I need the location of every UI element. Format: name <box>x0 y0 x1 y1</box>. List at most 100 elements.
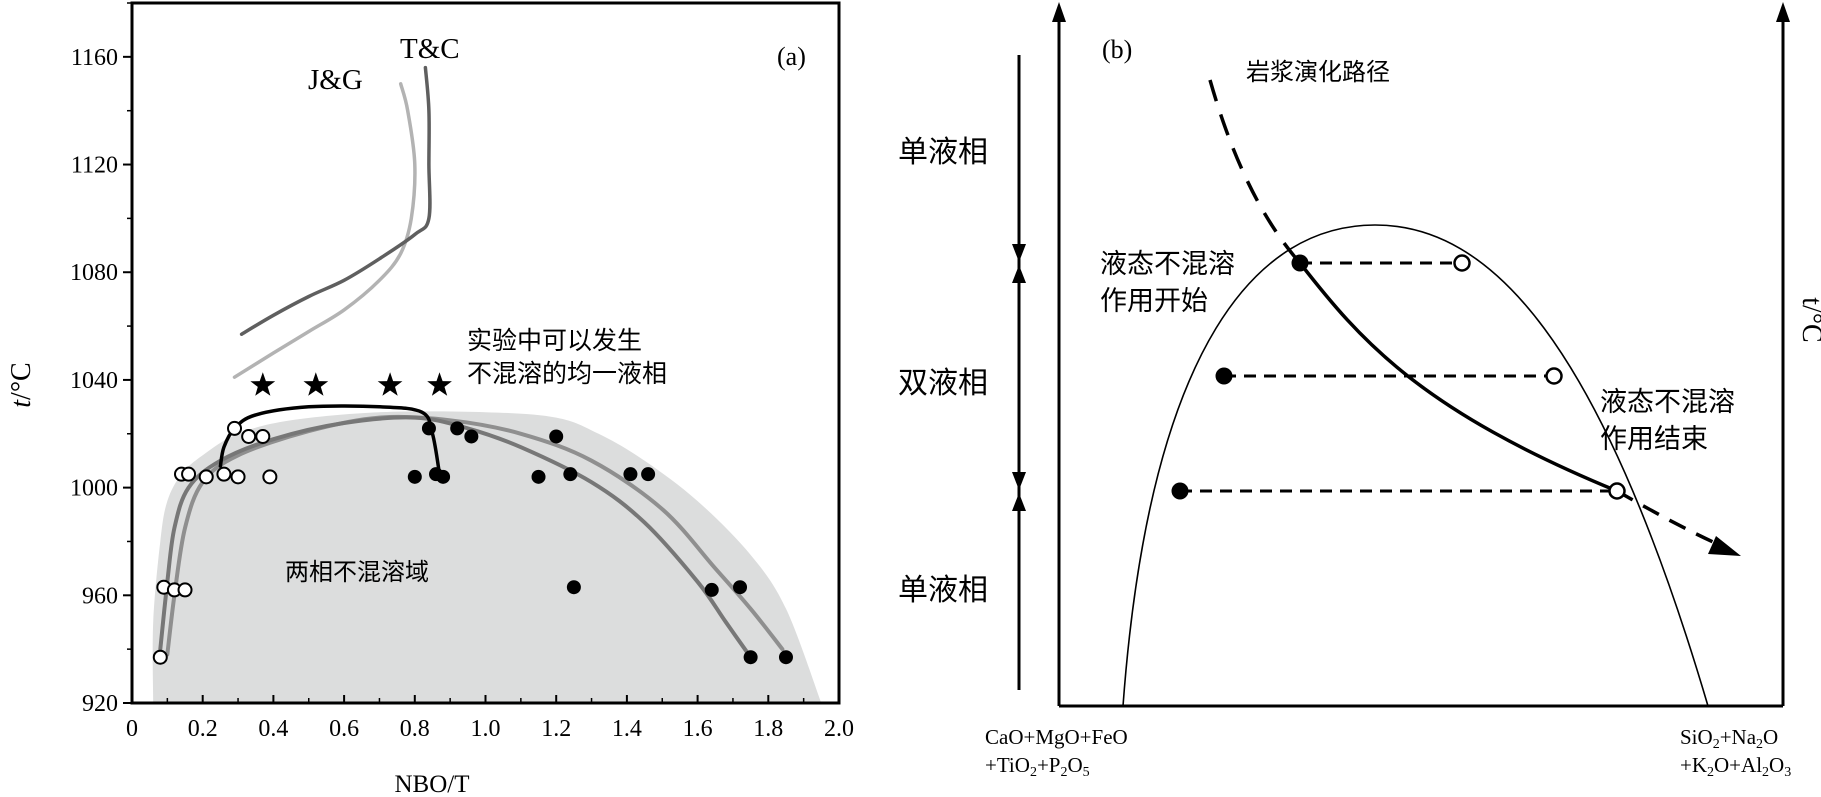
filled-point-6 <box>531 469 546 484</box>
phase-arrow-up-2 <box>1012 493 1026 511</box>
x-left-l2-p3: 2 <box>1060 765 1067 780</box>
x-left-l2-p5: 5 <box>1083 765 1090 780</box>
left-axis-arrowhead <box>1052 2 1066 22</box>
filled-point-8 <box>563 467 578 482</box>
y-tick-label-1: 960 <box>82 583 118 609</box>
star-marker-1 <box>303 372 329 396</box>
x-tick-label-1: 0.2 <box>188 716 218 742</box>
phase-arrow-down-1 <box>1012 244 1026 262</box>
open-point-10 <box>227 420 243 436</box>
filled-point-13 <box>733 580 748 595</box>
y-axis-ticks: 920 960 1000 1040 1080 1120 1160 <box>70 2 132 717</box>
magma-path-dashed-upper <box>1208 79 1302 265</box>
star-label-line2: 不混溶的均一液相 <box>467 359 667 388</box>
panel-label-b: (b) <box>1102 35 1132 64</box>
start-label-line1: 液态不混溶 <box>1100 249 1235 280</box>
x-tick-label-4: 0.8 <box>400 716 430 742</box>
filled-point-0 <box>407 469 422 484</box>
filled-point-14 <box>743 650 758 665</box>
jg-curve <box>232 82 417 379</box>
magma-path-label: 岩浆演化路径 <box>1246 58 1390 86</box>
phase-label-double: 双液相 <box>898 366 988 401</box>
phase-arrow-up-1 <box>1012 265 1026 283</box>
filled-point-5 <box>464 429 479 444</box>
x-left-l2-p2: +P <box>1037 753 1061 777</box>
x-right-l2-p3: 2 <box>1762 765 1769 780</box>
filled-point-middle <box>1215 367 1233 385</box>
y-axis-title-a: t/°C <box>6 362 37 407</box>
x-right-l2-p1: 2 <box>1707 765 1714 780</box>
x-right-endmember-line1: SiO2+Na2O <box>1680 725 1778 752</box>
filled-point-9 <box>566 580 581 595</box>
x-tick-label-8: 1.6 <box>683 716 713 742</box>
x-right-l1-p2: +Na <box>1720 725 1757 749</box>
filled-point-11 <box>641 467 656 482</box>
open-point-12 <box>255 428 271 444</box>
x-tick-label-7: 1.4 <box>612 716 642 742</box>
filled-point-2 <box>436 469 451 484</box>
panel-b: 单液相 双液相 单液相 (b) 岩浆演化路径 液态不混溶 作用开始 液态不混溶 … <box>898 2 1821 780</box>
x-right-l2-p5: 3 <box>1784 765 1791 780</box>
y-axis-title-b: t/°C <box>1796 297 1821 342</box>
end-label-line1: 液态不混溶 <box>1600 387 1735 418</box>
y-tick-label-2: 1000 <box>70 476 118 502</box>
star-marker-2 <box>377 372 403 396</box>
panel-label-a: (a) <box>777 42 806 71</box>
open-point-8 <box>230 469 246 485</box>
end-label-line2: 作用结束 <box>1600 424 1708 455</box>
open-point-middle <box>1545 367 1563 385</box>
open-point-lower <box>1608 482 1626 500</box>
x-tick-label-0: 0 <box>126 716 138 742</box>
filled-point-upper <box>1291 254 1309 272</box>
x-right-l1-p0: SiO <box>1680 725 1713 749</box>
x-left-l2-p0: +TiO <box>985 753 1030 777</box>
curve-label-jg: J&G <box>308 64 363 96</box>
x-left-l2-p4: O <box>1067 753 1082 777</box>
solvus-curve <box>1122 224 1709 707</box>
x-right-l2-p0: +K <box>1680 753 1707 777</box>
magma-path-arrowhead <box>1708 536 1741 556</box>
open-point-3 <box>177 582 193 598</box>
filled-point-10 <box>623 467 638 482</box>
open-point-upper <box>1453 254 1471 272</box>
inner-boundary-curve <box>158 415 753 660</box>
magma-path-dashed-lower <box>1616 489 1723 548</box>
star-label-line1: 实验中可以发生 <box>467 326 642 355</box>
filled-point-7 <box>549 429 564 444</box>
open-point-7 <box>216 466 232 482</box>
filled-point-15 <box>778 650 793 665</box>
phase-label-single-bottom: 单液相 <box>898 573 988 608</box>
x-right-l2-p4: O <box>1769 753 1784 777</box>
filled-circle-markers <box>407 421 793 665</box>
magma-path-solid <box>1298 261 1618 493</box>
immiscibility-region <box>152 411 822 703</box>
open-point-11 <box>241 428 257 444</box>
star-marker-0 <box>250 372 276 396</box>
phase-arrow-down-2 <box>1012 472 1026 490</box>
region-label: 两相不混溶域 <box>285 558 429 586</box>
x-left-endmember-line1: CaO+MgO+FeO <box>985 725 1128 749</box>
x-left-endmember-line2: +TiO2+P2O5 <box>985 753 1090 780</box>
filled-point-lower <box>1171 482 1189 500</box>
tc-curve <box>239 65 432 336</box>
y-axis-title-a-unit: /°C <box>6 362 37 400</box>
panel-a: 0 0.2 0.4 0.6 0.8 1.0 1.2 1.4 1.6 1.8 2.0 920 960 10… <box>6 1 854 797</box>
y-tick-label-0: 920 <box>82 691 118 717</box>
y-tick-label-4: 1080 <box>70 260 118 286</box>
x-left-l2-p1: 2 <box>1030 765 1037 780</box>
y-axis-title-a-italic: t <box>6 399 37 408</box>
x-tick-label-10: 2.0 <box>824 716 854 742</box>
filled-point-3 <box>421 421 436 436</box>
star-marker-3 <box>427 372 452 396</box>
y-tick-label-6: 1160 <box>71 45 118 71</box>
open-point-5 <box>181 466 197 482</box>
open-point-9 <box>262 469 278 485</box>
filled-point-12 <box>704 582 719 597</box>
x-tick-label-5: 1.0 <box>471 716 501 742</box>
open-circle-markers <box>152 420 278 665</box>
x-right-l1-p1: 2 <box>1713 737 1720 752</box>
x-tick-label-2: 0.4 <box>258 716 288 742</box>
x-right-l1-p4: O <box>1763 725 1778 749</box>
open-point-6 <box>198 469 214 485</box>
